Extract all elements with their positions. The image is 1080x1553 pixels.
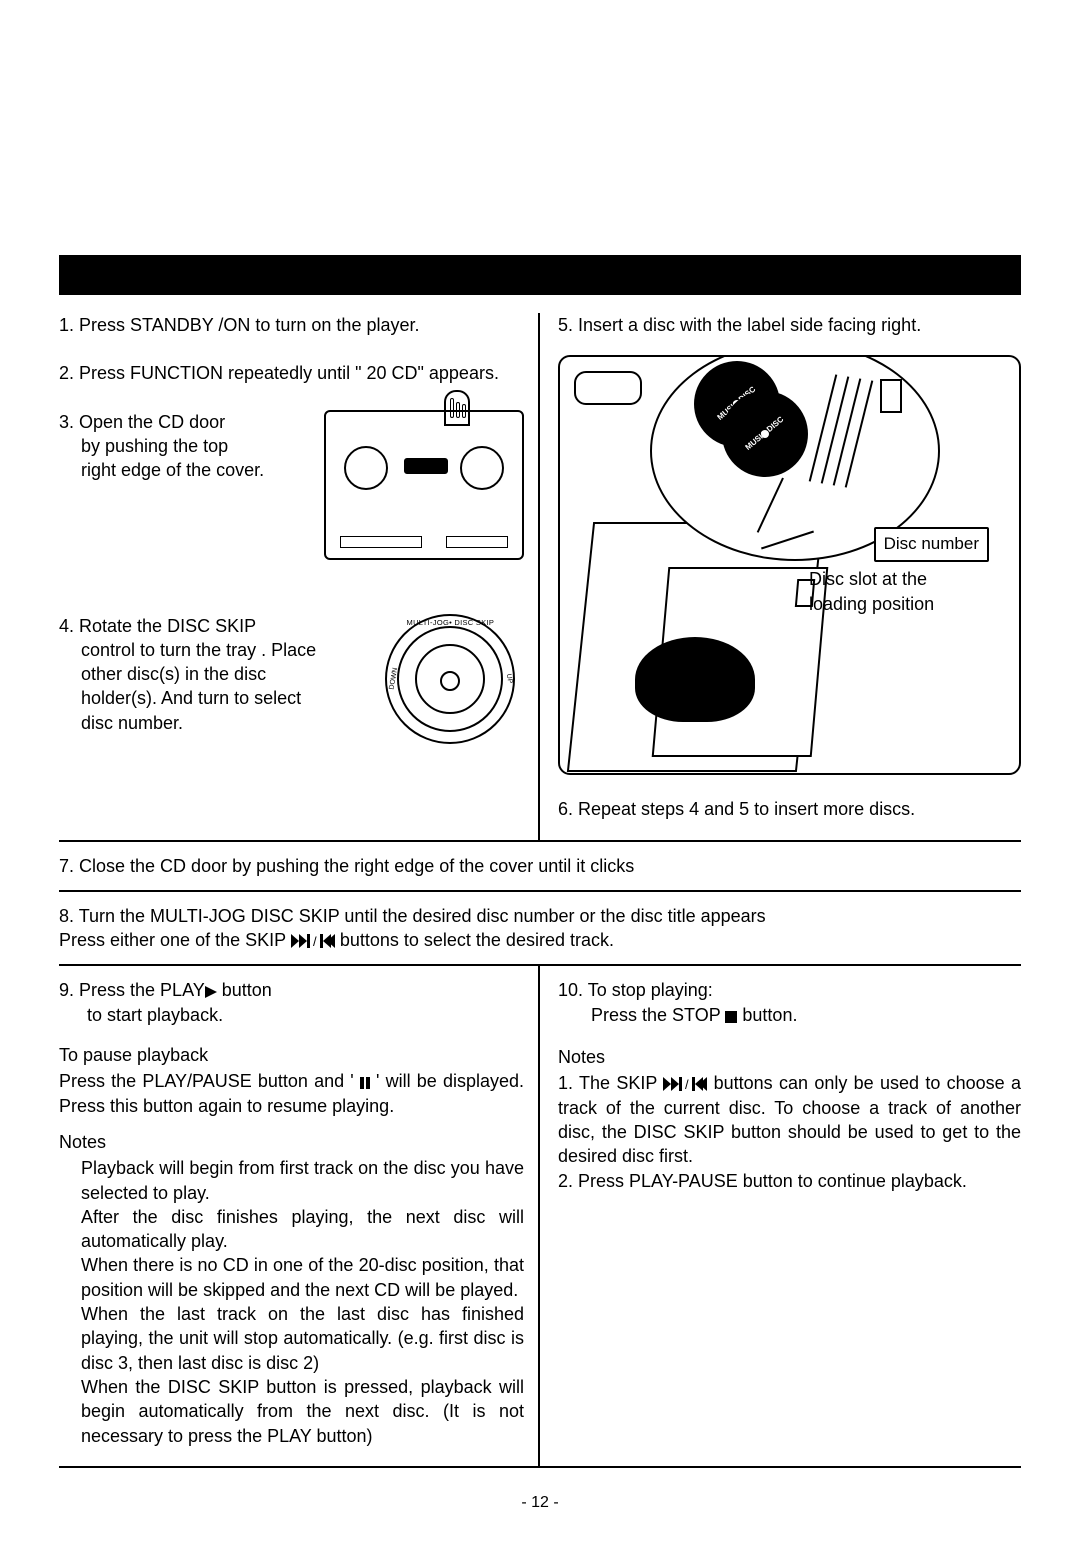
step-5: 5. Insert a disc with the label side fac…: [558, 313, 1021, 337]
step-10-line2: Press the STOP button.: [558, 1003, 797, 1027]
jog-dial-icon: MULTI-JOG• DISC SKIP DOWN UP: [385, 614, 515, 744]
note-l2: After the disc finishes playing, the nex…: [59, 1205, 524, 1254]
note-l5: When the DISC SKIP button is pressed, pl…: [59, 1375, 524, 1448]
callout-slot: Disc slot at the loading position: [809, 567, 989, 616]
music-disc-icon: MUSIC DISC: [722, 391, 808, 477]
left-column: 1. Press STANDBY /ON to turn on the play…: [59, 313, 540, 840]
insert-disc-diagram: MUSIC DISC MUSIC DISC Disc number Disc s…: [558, 355, 1021, 775]
note-r1a: 1. The SKIP: [558, 1073, 663, 1093]
svg-text:/: /: [685, 1077, 689, 1091]
note-r2: 2. Press PLAY-PAUSE button to continue p…: [558, 1169, 1021, 1193]
step-9c: to start playback.: [59, 1003, 223, 1027]
step-3-body: by pushing the top right edge of the cov…: [59, 434, 267, 483]
pause-body: Press the PLAY/PAUSE button and ' ' will…: [59, 1069, 524, 1118]
step-3-row: 3. Open the CD door by pushing the top r…: [59, 410, 524, 590]
skip-icons: /: [663, 1077, 707, 1091]
note-l4: When the last track on the last disc has…: [59, 1302, 524, 1375]
upper-two-column: 1. Press STANDBY /ON to turn on the play…: [59, 313, 1021, 842]
step-1: 1. Press STANDBY /ON to turn on the play…: [59, 313, 524, 337]
step-9a: 9. Press the PLAY: [59, 980, 205, 1000]
step-7-row: 7. Close the CD door by pushing the righ…: [59, 842, 1021, 892]
step-10b: Press the STOP: [591, 1005, 725, 1025]
step-8-row: 8. Turn the MULTI-JOG DISC SKIP until th…: [59, 892, 1021, 967]
disc-label-2: MUSIC DISC: [743, 415, 786, 454]
callout-disc-number: Disc number: [874, 527, 989, 562]
bottom-left-column: 9. Press the PLAY button to start playba…: [59, 966, 540, 1465]
note-l3: When there is no CD in one of the 20-dis…: [59, 1253, 524, 1302]
bottom-two-column: 9. Press the PLAY button to start playba…: [59, 966, 1021, 1467]
hand-silhouette: [635, 637, 755, 722]
right-column: 5. Insert a disc with the label side fac…: [540, 313, 1021, 840]
pause-heading: To pause playback: [59, 1043, 524, 1067]
step-4-row: 4. Rotate the DISC SKIP control to turn …: [59, 614, 524, 759]
skip-icons: /: [291, 934, 335, 948]
svg-text:/: /: [313, 934, 317, 948]
page-number: - 12 -: [59, 1492, 1021, 1514]
title-black-bar: [59, 255, 1021, 295]
notes-left-heading: Notes: [59, 1130, 524, 1154]
play-icon: [205, 986, 217, 998]
step-3-illustration: [273, 410, 524, 590]
step-3-text: 3. Open the CD door by pushing the top r…: [59, 410, 273, 483]
note-r1: 1. The SKIP / buttons can only be used t…: [558, 1071, 1021, 1168]
page: 1. Press STANDBY /ON to turn on the play…: [0, 0, 1080, 1553]
step-4-body: control to turn the tray . Place other d…: [59, 638, 329, 735]
step-2-text: 2. Press FUNCTION repeatedly until " 20 …: [59, 363, 499, 383]
hand-pointer-icon: [444, 390, 470, 426]
notes-left-list: Playback will begin from first track on …: [59, 1156, 524, 1448]
notes-right-heading: Notes: [558, 1045, 1021, 1069]
stereo-unit-drawing: [324, 410, 524, 560]
step-9b: button: [217, 980, 272, 1000]
step-7: 7. Close the CD door by pushing the righ…: [59, 854, 1021, 878]
bottom-right-column: 10. To stop playing: Press the STOP butt…: [540, 966, 1021, 1465]
step-8-b: Press either one of the SKIP: [59, 930, 291, 950]
step-9: 9. Press the PLAY button to start playba…: [59, 978, 524, 1027]
step-4-text: 4. Rotate the DISC SKIP control to turn …: [59, 614, 329, 735]
pause-icon: [360, 1077, 370, 1089]
step-8-line1: 8. Turn the MULTI-JOG DISC SKIP until th…: [59, 904, 1021, 928]
pause-a: Press the PLAY/PAUSE button and ': [59, 1071, 360, 1091]
step-6: 6. Repeat steps 4 and 5 to insert more d…: [558, 797, 1021, 821]
small-button-drawing: [574, 371, 642, 405]
step-3-lead: 3. Open the CD door: [59, 412, 225, 432]
step-4-lead: 4. Rotate the DISC SKIP: [59, 616, 256, 636]
step-10: 10. To stop playing: Press the STOP butt…: [558, 978, 1021, 1027]
step-8-c: buttons to select the desired track.: [340, 930, 614, 950]
step-10a: 10. To stop playing:: [558, 980, 713, 1000]
step-10c: button.: [737, 1005, 797, 1025]
stop-icon: [725, 1011, 737, 1023]
step-4-dial-illustration: MULTI-JOG• DISC SKIP DOWN UP: [339, 614, 516, 759]
note-l1: Playback will begin from first track on …: [59, 1156, 524, 1205]
jog-up-label: UP: [503, 673, 514, 684]
step-2: 2. Press FUNCTION repeatedly until " 20 …: [59, 361, 524, 385]
step-8-line2: Press either one of the SKIP / buttons t…: [59, 928, 1021, 952]
